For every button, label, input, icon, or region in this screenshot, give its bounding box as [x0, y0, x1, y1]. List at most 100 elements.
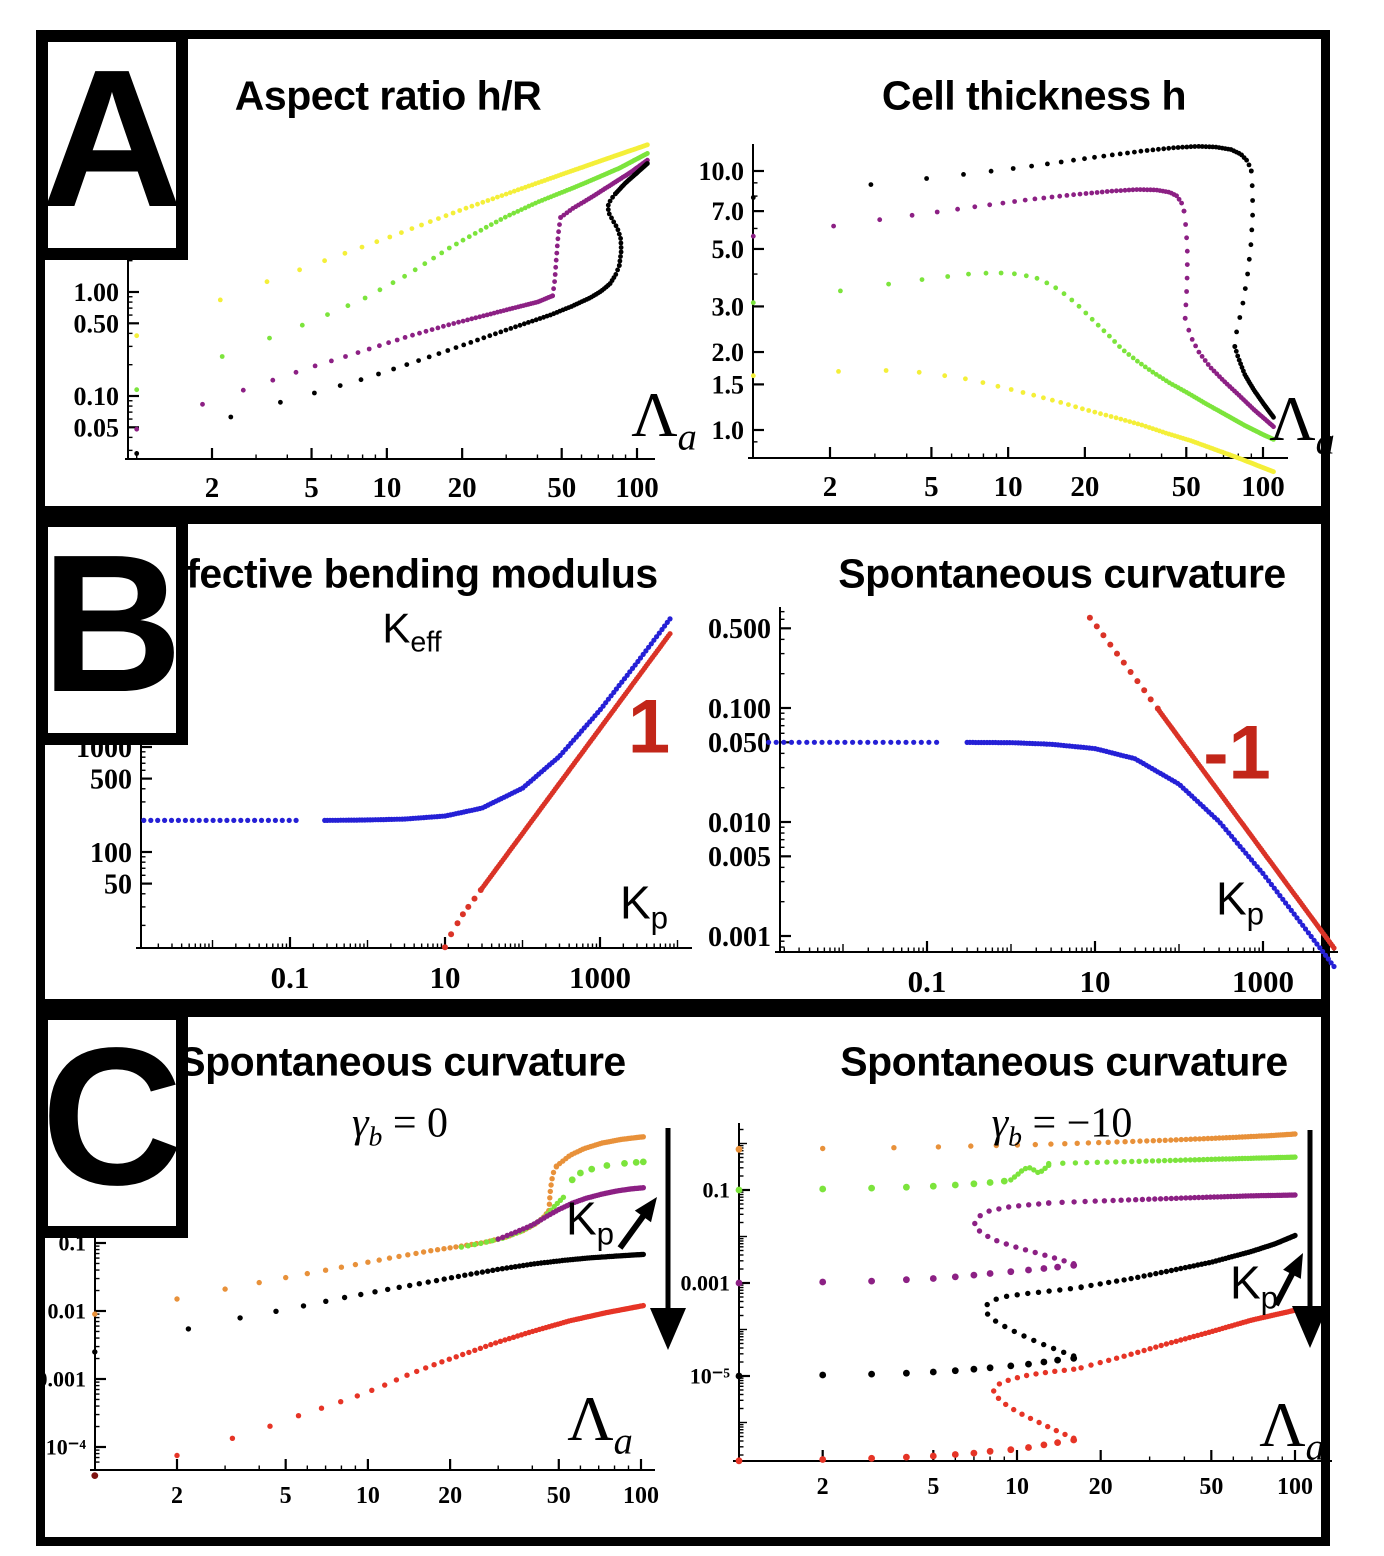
x-tick-label: 50	[547, 472, 576, 504]
xlabel-lambda-c-left: Λa	[567, 1382, 633, 1463]
series-red-slope-1-line	[442, 631, 673, 951]
y-tick-label: 10.0	[699, 157, 745, 186]
panel-c	[36, 1008, 1330, 1546]
y-tick-label: 0.1	[703, 1178, 731, 1203]
title-spont-curv-c2: Spontaneous curvature	[840, 1038, 1288, 1085]
x-tick-label: 10	[430, 960, 461, 995]
x-tick-label: 100	[1277, 1474, 1313, 1500]
x-tick-label: 2	[205, 472, 220, 504]
kp-direction-arrow-c-left	[650, 1128, 686, 1350]
y-tick-label: 50	[104, 869, 132, 900]
y-tick-label: 5.0	[712, 235, 745, 264]
x-tick-label: 10	[356, 1483, 380, 1509]
series-red	[174, 1302, 646, 1459]
x-tick-label: 10	[994, 471, 1023, 503]
y-tick-label: 0.005	[708, 842, 771, 873]
x-tick-label: 20	[1070, 471, 1099, 503]
panel-a	[36, 30, 1330, 515]
y-tick-label: 0.01	[48, 1299, 87, 1324]
title-aspect-ratio: Aspect ratio h/R	[234, 72, 542, 119]
x-tick-label: 10	[372, 472, 401, 504]
panel-c-letterbox: C	[36, 1008, 188, 1238]
x-tick-label: 0.1	[908, 964, 947, 999]
y-tick-label: 1.00	[74, 278, 120, 307]
panel-a-letterbox: A	[36, 30, 188, 260]
x-tick-label: 100	[615, 472, 659, 504]
x-tick-label: 100	[1241, 471, 1285, 503]
x-tick-label: 2	[171, 1483, 183, 1509]
panel-b	[36, 515, 1330, 1008]
series-yellow	[750, 368, 1276, 475]
y-tick-label: 0.050	[708, 728, 771, 759]
title-bending-modulus: Effective bending modulus	[146, 550, 658, 597]
x-tick-label: 2	[823, 471, 838, 503]
y-tick-label: 7.0	[712, 197, 745, 226]
x-tick-label: 5	[924, 471, 939, 503]
x-tick-label: 50	[1172, 471, 1201, 503]
series-black	[92, 1251, 646, 1355]
y-tick-label: 100	[90, 838, 132, 869]
panel-c-letter: C	[41, 1007, 183, 1226]
series-purple	[134, 157, 650, 432]
series-green	[750, 270, 1276, 442]
series-purple	[750, 187, 1276, 430]
y-tick-label: 0.100	[708, 694, 771, 725]
xlabel-lambda-c-right: Λa	[1259, 1388, 1325, 1469]
series-black	[750, 144, 1276, 420]
y-tick-label: 10⁻⁴	[46, 1435, 87, 1460]
x-tick-label: 20	[438, 1483, 462, 1509]
xlabel-kp-b-left: Kp	[619, 876, 669, 936]
y-tick-label: 3.0	[712, 293, 745, 322]
kp-increase-arrow-c-left	[617, 1197, 657, 1250]
series-dark-red-origin-point	[91, 1472, 99, 1479]
xlabel-kp-b-right: Kp	[1215, 872, 1265, 932]
x-tick-label: 2	[817, 1474, 829, 1500]
series-green	[134, 151, 650, 393]
title-spont-curv-b: Spontaneous curvature	[838, 550, 1286, 597]
x-tick-label: 20	[448, 472, 477, 504]
title-spont-curv-c1: Spontaneous curvature	[178, 1038, 626, 1085]
panel-b-letterbox: B	[36, 515, 188, 745]
y-tick-label: 0.001	[708, 922, 771, 953]
series-purple	[735, 1192, 1298, 1287]
series-blue-Keff	[141, 616, 673, 824]
y-tick-label: 0.500	[708, 614, 771, 645]
panel-b-letter: B	[41, 514, 183, 733]
kp-annotation-c-left: Kp	[565, 1192, 615, 1252]
x-tick-label: 5	[280, 1483, 292, 1509]
series-yellow	[134, 142, 650, 339]
series-red-slope-1-line	[1086, 614, 1337, 951]
x-tick-label: 5	[927, 1474, 939, 1500]
x-tick-label: 0.1	[271, 960, 310, 995]
x-tick-label: 5	[304, 472, 319, 504]
subtitle-gamma-minus10: γb = −10	[991, 1100, 1133, 1152]
slope-annotation-plus1: 1	[627, 684, 671, 770]
series-black	[735, 1232, 1298, 1380]
y-tick-label: 0.10	[74, 382, 120, 411]
series-blue-curvature	[766, 739, 1337, 970]
x-tick-label: 20	[1089, 1474, 1113, 1500]
subtitle-gamma-zero: γb = 0	[351, 1100, 449, 1152]
series-green	[735, 1154, 1298, 1194]
x-tick-label: 50	[547, 1483, 571, 1509]
title-cell-thickness: Cell thickness h	[881, 72, 1187, 119]
slope-annotation-minus1: -1	[1203, 710, 1271, 796]
y-tick-label: 0.001	[681, 1271, 731, 1296]
x-tick-label: 100	[623, 1483, 659, 1509]
y-tick-label: 0.05	[74, 413, 120, 442]
series-orange	[735, 1131, 1298, 1153]
y-tick-label: 10⁻⁵	[690, 1364, 731, 1389]
kp-increase-arrow-c-right	[1273, 1253, 1303, 1307]
series-black	[134, 161, 650, 456]
y-tick-label: 0.50	[74, 309, 120, 338]
x-tick-label: 1000	[1232, 964, 1294, 999]
plot-cell-thickness: 2 5 10 20 50 100 10.0 7.0 5.0 3.0 2.0 1.5 1.0	[699, 144, 1288, 503]
series-purple	[495, 1185, 646, 1242]
plot-spontaneous-curvature-gamma-10: 2 5 10 20 50 100 0.1 0.001 10⁻⁵	[681, 1123, 1332, 1500]
y-tick-label: 0.001	[37, 1367, 87, 1392]
